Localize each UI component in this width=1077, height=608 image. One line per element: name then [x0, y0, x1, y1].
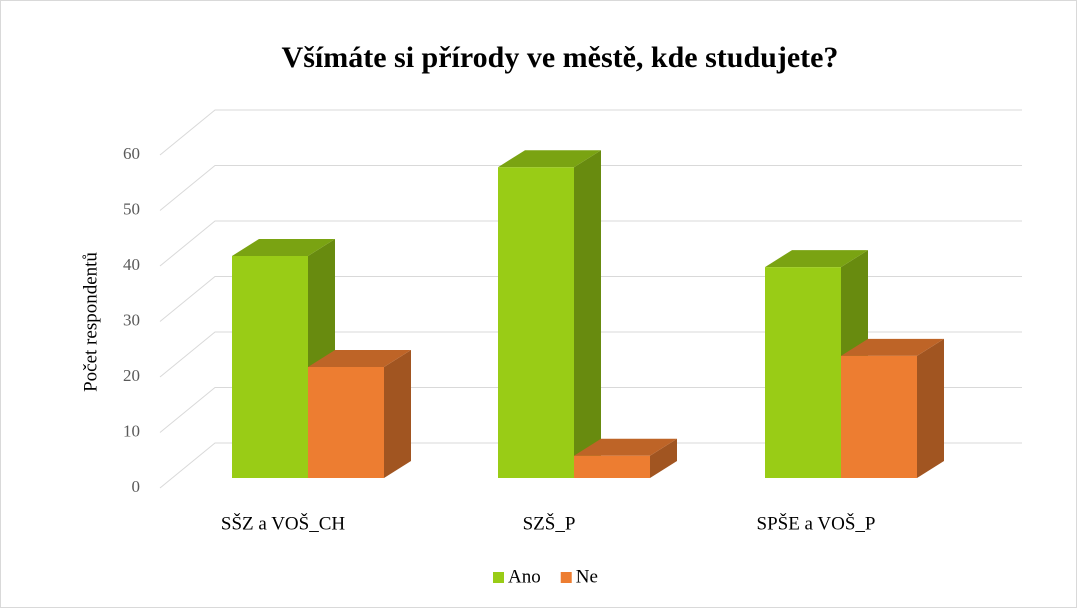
y-tick-label: 50: [123, 199, 140, 218]
grid-line: [159, 276, 1022, 322]
y-tick-label: 40: [123, 255, 140, 274]
x-tick-label: SŠZ a VOŠ_CH: [221, 512, 346, 534]
bar-top: [308, 350, 411, 367]
legend-label: Ano: [508, 566, 541, 587]
grid-line: [159, 442, 1022, 489]
bar-front: [841, 355, 917, 478]
bar: [308, 350, 411, 478]
y-axis-label: Počet respondentů: [80, 252, 101, 392]
bar-top: [232, 239, 335, 256]
bar: [574, 438, 677, 478]
grid-line: [159, 331, 1022, 378]
legend-swatch: [493, 572, 504, 583]
bar-side: [574, 150, 601, 478]
y-tick-label: 30: [123, 310, 140, 329]
chart-title: Všímáte si přírody ve městě, kde studuje…: [282, 41, 839, 74]
bar-front: [308, 367, 384, 478]
grid-line: [159, 109, 1022, 156]
bar-top: [498, 150, 601, 168]
bar-top: [841, 338, 944, 356]
bar-front: [574, 455, 650, 478]
bar-front: [498, 167, 574, 478]
bar-top: [765, 250, 868, 268]
bar-side: [650, 438, 677, 478]
grid-line: [159, 220, 1022, 267]
grid-line: [159, 165, 1022, 211]
bar-front: [232, 256, 308, 478]
x-tick-label: SZŠ_P: [523, 512, 576, 534]
x-tick-label: SPŠE a VOŠ_P: [757, 512, 876, 534]
y-tick-label: 0: [132, 477, 141, 496]
y-tick-label: 60: [123, 144, 140, 163]
bar-side: [384, 350, 411, 478]
legend-label: Ne: [576, 566, 598, 587]
y-tick-label: 20: [123, 366, 140, 385]
bar-front: [765, 267, 841, 478]
bar: [841, 338, 944, 478]
bar-side: [917, 338, 944, 478]
legend-swatch: [560, 572, 572, 583]
bar: [498, 150, 601, 478]
grid-line: [159, 387, 1022, 433]
y-tick-label: 10: [123, 421, 140, 440]
bar-top: [574, 438, 677, 456]
